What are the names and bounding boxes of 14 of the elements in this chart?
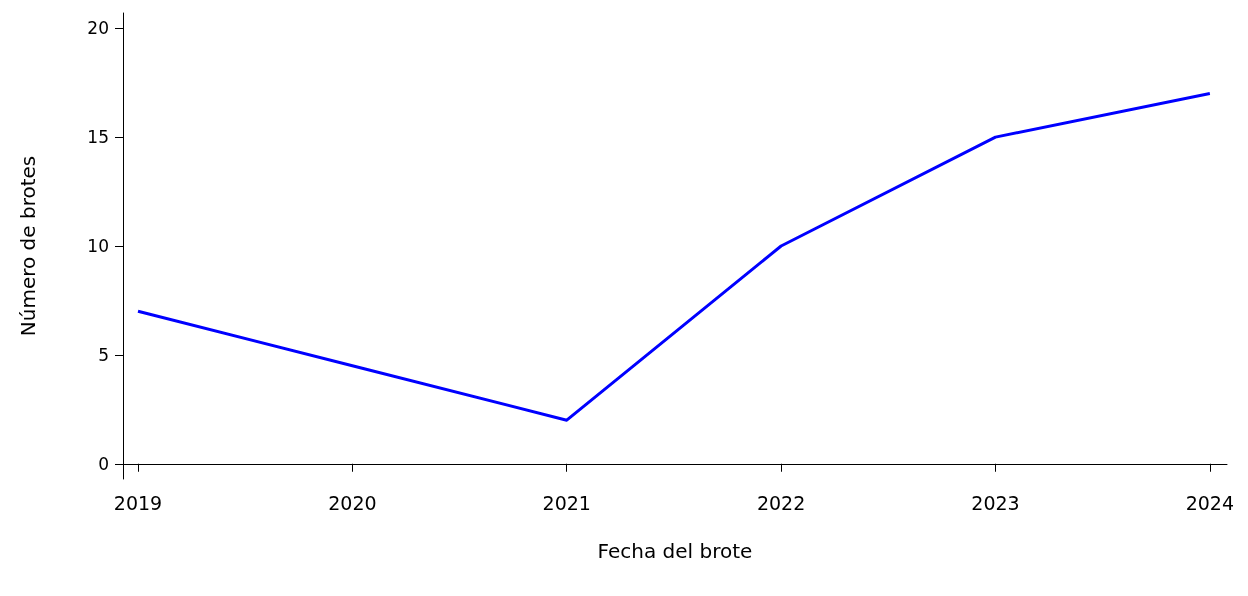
x-tick-label: 2021 xyxy=(542,491,591,514)
y-tick-label: 5 xyxy=(98,344,109,365)
y-tick-label: 15 xyxy=(87,127,109,148)
y-tick-label: 10 xyxy=(87,236,109,256)
line-series xyxy=(136,92,1212,422)
x-tick-label: 2024 xyxy=(1185,491,1235,514)
x-tick-label: 2022 xyxy=(756,491,806,514)
x-tick-label: 2023 xyxy=(971,491,1020,514)
x-tick-label: 2020 xyxy=(328,491,377,514)
x-tick-label: 2019 xyxy=(113,491,163,514)
y-tick-label: 20 xyxy=(87,18,109,39)
y-tick-label: 0 xyxy=(98,453,109,474)
x-axis-title: Fecha del brote xyxy=(597,539,753,563)
y-axis-title: Número de brotes xyxy=(16,155,40,337)
